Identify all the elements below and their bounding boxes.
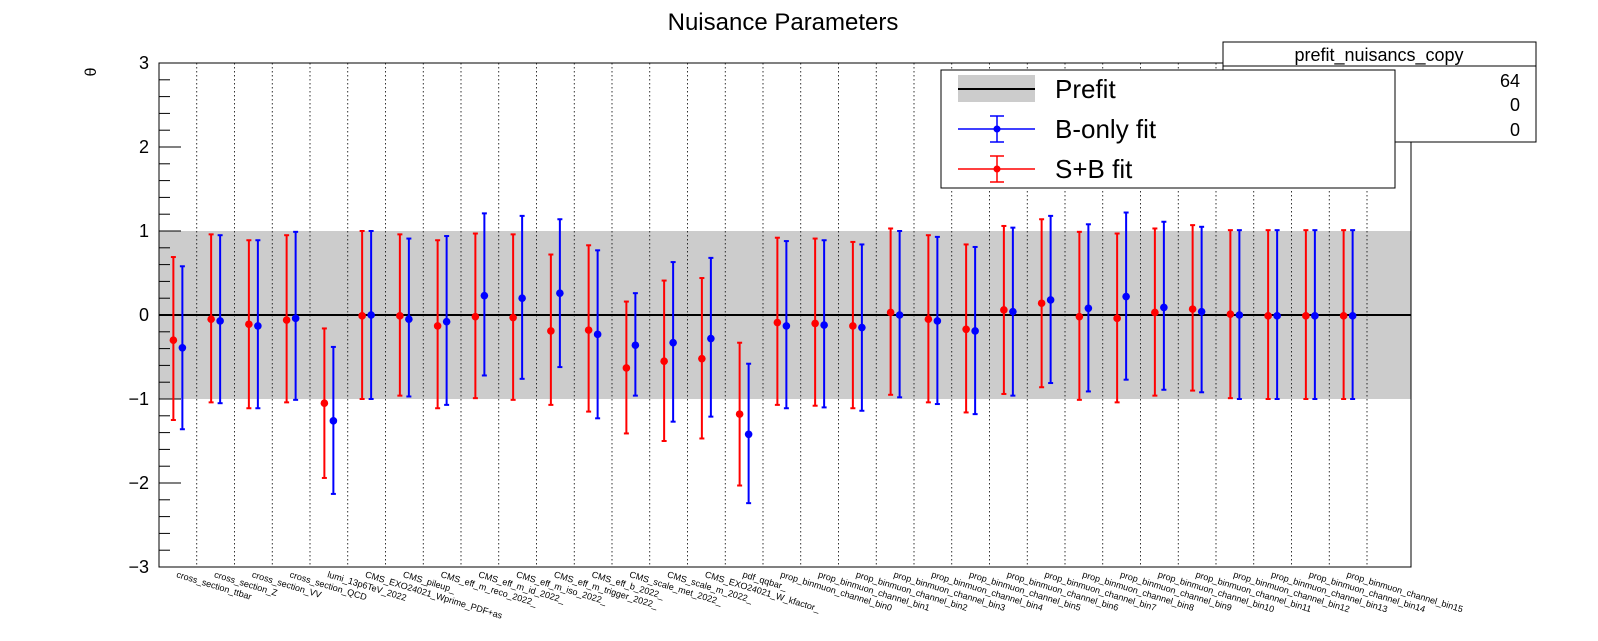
data-point [291, 314, 300, 323]
stats-box-value: 64 [1500, 71, 1520, 91]
data-point [442, 317, 451, 326]
data-point [1113, 314, 1121, 323]
legend-sb-marker [958, 155, 1035, 183]
data-point [669, 338, 677, 347]
data-point [471, 312, 480, 321]
data-point [782, 322, 791, 330]
y-axis-label: θ [83, 67, 100, 76]
data-point [1273, 312, 1281, 320]
stats-box-value: 0 [1510, 120, 1520, 140]
legend-b-only-label: B-only fit [1055, 114, 1157, 144]
data-point [367, 311, 375, 319]
data-point [1037, 299, 1046, 308]
series-sb [169, 218, 1348, 487]
data-point [207, 315, 215, 324]
data-point [858, 323, 866, 332]
data-point [584, 326, 593, 334]
data-point [971, 327, 979, 335]
data-point [282, 316, 291, 324]
stats-box-title: prefit_nuisancs_copy [1294, 45, 1463, 66]
data-point [849, 322, 857, 330]
data-point [358, 312, 366, 320]
data-point [254, 322, 262, 330]
data-point [1302, 312, 1310, 320]
legend-b-only-marker [958, 115, 1035, 143]
data-point [1160, 303, 1168, 312]
y-tick-label: 0 [139, 305, 149, 325]
data-point [707, 334, 715, 343]
data-point [933, 317, 942, 325]
data-point [547, 327, 555, 335]
data-point [962, 325, 970, 334]
data-point [1075, 312, 1084, 321]
data-point [320, 399, 329, 408]
data-point [820, 321, 828, 329]
y-tick-label: 2 [139, 137, 149, 157]
data-point [1264, 312, 1272, 320]
data-point [405, 315, 413, 324]
data-point [178, 343, 187, 352]
stats-box-value: 0 [1510, 95, 1520, 115]
data-point [773, 318, 782, 327]
legend-sb-label: S+B fit [1055, 154, 1133, 184]
data-point [1311, 312, 1319, 320]
chart-title: Nuisance Parameters [668, 9, 899, 36]
data-point [1084, 304, 1093, 313]
data-point [1188, 305, 1197, 313]
y-tick-label: 3 [139, 53, 149, 73]
data-point [169, 336, 178, 345]
data-point [1197, 307, 1206, 316]
data-point [1000, 306, 1008, 314]
data-point [631, 341, 640, 350]
data-point [1348, 312, 1357, 320]
y-tick-label: −3 [128, 557, 149, 577]
y-tick-label: 1 [139, 221, 149, 241]
data-point [1009, 307, 1017, 316]
data-point [886, 308, 895, 317]
data-point [924, 315, 933, 324]
data-point [1226, 310, 1235, 318]
data-point [1151, 308, 1159, 317]
data-point [216, 317, 224, 325]
data-point [811, 319, 819, 328]
y-tick-label: −1 [128, 389, 149, 409]
data-point [895, 311, 904, 319]
data-point [433, 322, 442, 330]
data-point [329, 417, 338, 425]
legend: Prefit B-only fit S+B fit [940, 69, 1396, 189]
data-point [735, 410, 744, 418]
data-point [622, 364, 631, 372]
data-point [660, 357, 668, 366]
data-point [509, 313, 517, 322]
data-point [593, 330, 602, 339]
data-point [245, 320, 253, 329]
data-point [698, 354, 706, 363]
data-point [480, 291, 489, 300]
series-b-only [178, 211, 1357, 505]
data-point [1235, 311, 1244, 319]
y-tick-label: −2 [128, 473, 149, 493]
data-point [1122, 292, 1130, 301]
data-point [518, 294, 526, 303]
data-point [1339, 312, 1348, 320]
data-point [1046, 296, 1055, 304]
legend-prefit-label: Prefit [1055, 74, 1116, 104]
data-point [396, 312, 404, 320]
data-point [556, 289, 564, 297]
data-point [744, 430, 753, 439]
